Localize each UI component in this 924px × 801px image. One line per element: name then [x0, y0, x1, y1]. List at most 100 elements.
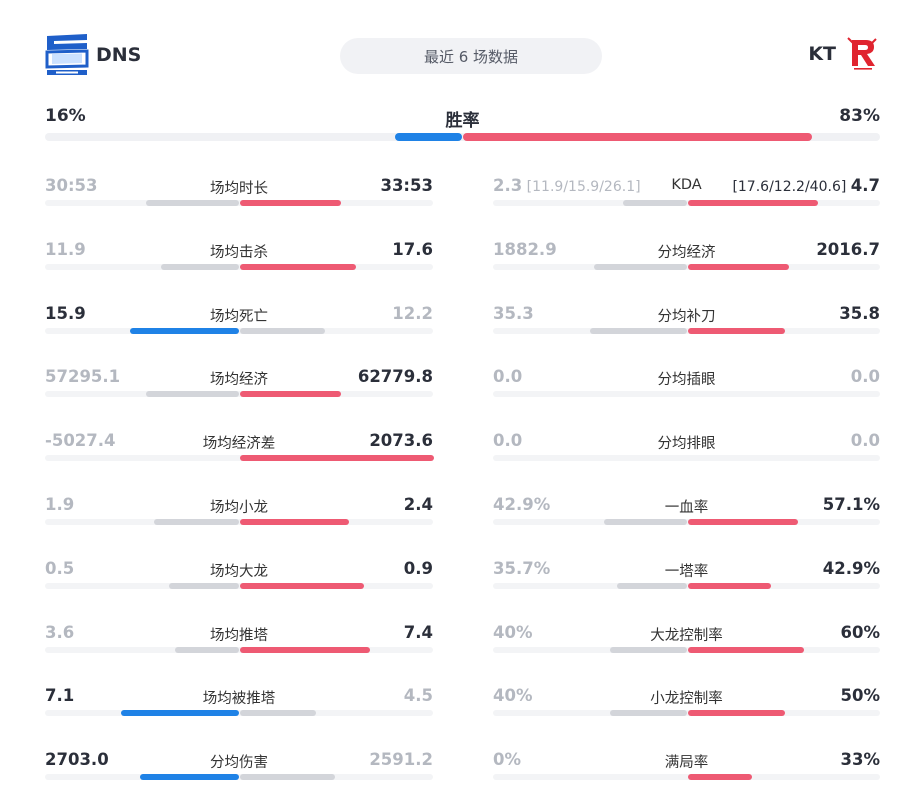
stat-label: 场均死亡 [210, 308, 268, 325]
stat-left-fill [593, 263, 687, 270]
right-stat-row: 40% 小龙控制率 50% [493, 670, 880, 734]
winrate-right-value: 83% [839, 106, 880, 126]
stat-right-number: 0.9 [403, 558, 433, 578]
winrate-left-fill [395, 133, 462, 141]
stat-right-value: 4.5 [404, 686, 433, 705]
left-stat-row: 1.9 场均小龙 2.4 [45, 479, 433, 543]
stat-right-value: 7.4 [404, 623, 433, 642]
stat-right-fill [240, 710, 316, 717]
stat-compare-bar [45, 455, 434, 462]
stat-right-number: 50% [840, 686, 881, 706]
stat-right-number: 33% [840, 750, 881, 770]
stat-left-fill [154, 518, 239, 525]
stat-left-value: 7.1 [45, 686, 75, 706]
stat-right-value: 12.2 [392, 304, 433, 323]
stat-left-fill [609, 710, 687, 717]
stat-compare-bar [45, 263, 433, 270]
left-team[interactable]: DNS [44, 32, 141, 78]
left-stat-row: -5027.4 场均经济差 2073.6 [45, 415, 434, 479]
right-stats-column: 2.3 [11.9/15.9/26.1] KDA [17.6/12.2/40.6] … [493, 160, 880, 798]
left-stats-column: 30:53 场均时长 33:53 11.9 场均击杀 17.6 15.9 场均死亡 12.2 57… [45, 160, 434, 798]
stat-left-fill [169, 582, 239, 589]
stat-compare-bar [493, 582, 880, 589]
stat-right-number: 42.9% [822, 558, 880, 578]
stat-compare-bar [493, 646, 880, 653]
stat-right-number: 0.0 [850, 367, 880, 387]
left-stat-row: 0.5 场均大龙 0.9 [45, 543, 433, 607]
stat-left-value: 40% [493, 622, 533, 642]
stat-right-number: 2073.6 [369, 431, 433, 451]
stat-label: 分均伤害 [210, 755, 268, 772]
stat-right-value: 50% [841, 686, 881, 705]
right-stat-row: 0.0 分均排眼 0.0 [493, 415, 880, 479]
stat-label: 一塔率 [664, 563, 709, 580]
stat-right-number: 35.8 [839, 303, 880, 323]
stat-right-value: [17.6/12.2/40.6] 4.7 [732, 176, 880, 195]
winrate-label: 胜率 [445, 111, 480, 131]
stat-left-fill [589, 327, 687, 334]
stat-right-number: 57.1% [822, 494, 880, 514]
right-team[interactable]: KT [808, 36, 880, 72]
stat-label: 场均大龙 [210, 563, 268, 580]
stat-label: 分均排眼 [657, 436, 716, 453]
stat-left-fill [616, 582, 687, 589]
stat-right-number: 2016.7 [816, 239, 880, 259]
stat-right-fill [240, 263, 356, 270]
stat-left-value: 0.5 [45, 558, 75, 578]
stat-label: 场均推塔 [210, 627, 268, 644]
stat-right-number: 33:53 [380, 176, 433, 195]
stat-compare-bar [45, 200, 433, 206]
stat-compare-bar [493, 200, 880, 206]
stat-right-value: 17.6 [392, 240, 433, 259]
stat-right-number: 2591.2 [369, 750, 433, 770]
stat-right-value: 60% [841, 623, 881, 642]
stat-right-fill [687, 518, 798, 525]
stat-left-value: 0% [493, 750, 522, 770]
stat-left-value: 0.0 [493, 367, 523, 387]
left-stat-row: 11.9 场均击杀 17.6 [45, 224, 433, 288]
stat-right-number: 17.6 [392, 239, 433, 259]
stat-right-fill [240, 582, 364, 589]
stat-right-value: 2016.7 [816, 240, 880, 259]
stat-left-fill [130, 327, 239, 334]
stat-right-value: 0.0 [851, 431, 880, 450]
stat-right-fill [687, 200, 818, 206]
stat-right-fill [240, 200, 341, 206]
stat-compare-bar [45, 391, 433, 398]
kt-logo-icon [847, 37, 877, 70]
stat-compare-bar [493, 774, 880, 781]
stat-left-value: 11.9 [45, 239, 86, 259]
stat-right-number: 4.5 [403, 686, 433, 706]
stat-right-fill [687, 582, 771, 589]
stat-right-value: 0.0 [851, 367, 880, 386]
stat-compare-bar [493, 518, 880, 525]
stat-label: 满局率 [664, 755, 709, 772]
stat-right-fill [240, 774, 335, 781]
stat-compare-bar [493, 391, 880, 398]
stat-label: 场均时长 [210, 181, 268, 197]
left-team-name: DNS [96, 44, 142, 66]
stat-left-value: 40% [493, 686, 533, 706]
stat-compare-bar [45, 327, 433, 334]
stat-right-fill [240, 518, 349, 525]
stat-label: 场均小龙 [210, 499, 268, 516]
left-stat-row: 15.9 场均死亡 12.2 [45, 288, 433, 352]
stat-right-fill [687, 774, 752, 781]
stat-right-value: 33:53 [380, 176, 433, 195]
stat-label: 分均补刀 [657, 308, 716, 325]
stat-left-fill [175, 646, 239, 653]
winrate-row: 16% 胜率 83% [45, 100, 880, 150]
left-stat-row: 57295.1 场均经济 62779.8 [45, 351, 433, 415]
left-stat-row: 7.1 场均被推塔 4.5 [45, 670, 433, 734]
stat-left-value: 1.9 [45, 494, 75, 514]
left-stat-row: 3.6 场均推塔 7.4 [45, 607, 433, 671]
stat-compare-bar [493, 263, 880, 270]
stat-compare-bar [45, 710, 433, 717]
stat-right-number: 12.2 [392, 303, 433, 323]
stat-left-fill [140, 774, 239, 781]
period-selector[interactable]: 最近 6 场数据 [340, 38, 602, 74]
stat-label: 分均经济 [657, 244, 716, 261]
stat-right-fill [240, 327, 325, 334]
winrate-left-value: 16% [45, 106, 86, 126]
stat-left-value: 15.9 [45, 303, 86, 323]
